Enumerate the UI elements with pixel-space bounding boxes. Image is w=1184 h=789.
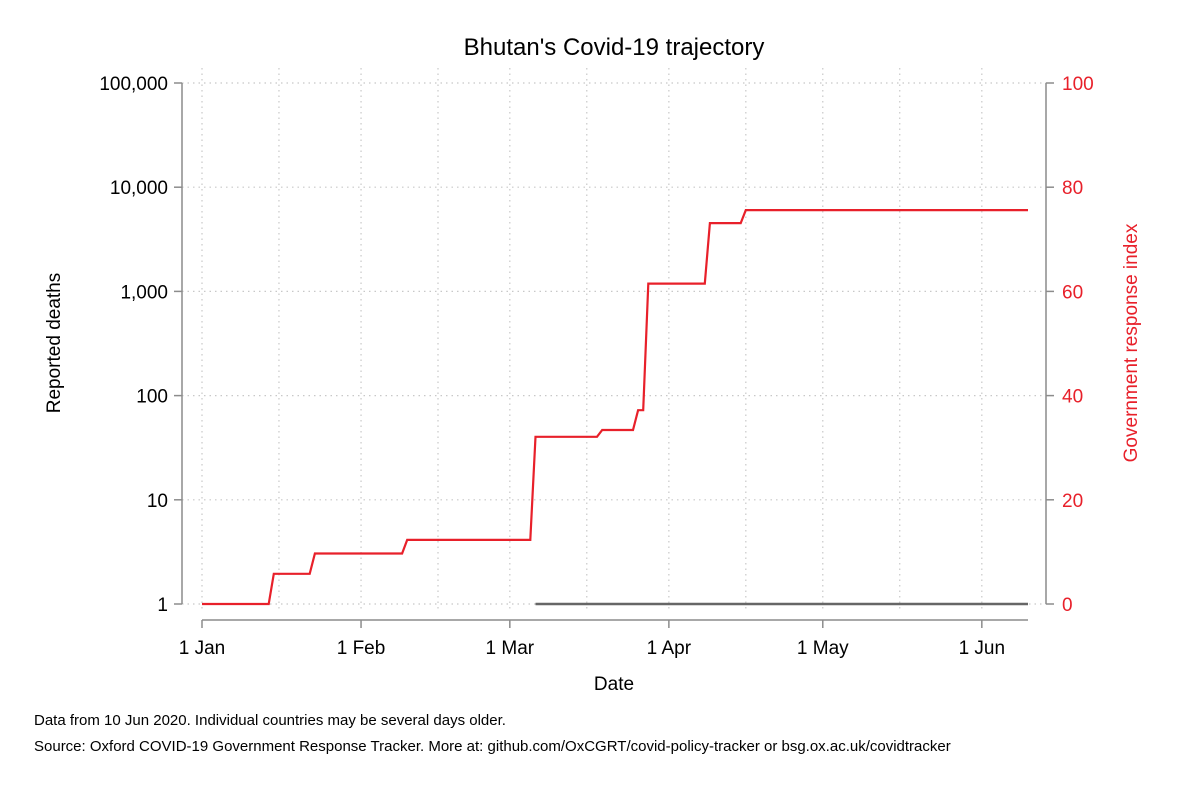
y-left-tick-label: 10,000 <box>110 178 168 199</box>
x-tick-label: 1 May <box>797 638 849 659</box>
chart-title: Bhutan's Covid-19 trajectory <box>464 34 765 61</box>
y-left-tick-label: 100,000 <box>99 74 168 95</box>
y-axis-right-title: Government response index <box>1121 223 1142 462</box>
y-left-tick-label: 1 <box>157 595 168 616</box>
x-tick-label: 1 Jun <box>959 638 1005 659</box>
grid-layer <box>182 68 1046 610</box>
y-left-tick-label: 10 <box>147 491 168 512</box>
x-tick-label: 1 Jan <box>179 638 225 659</box>
series-layer <box>202 209 1028 606</box>
y-left-tick-label: 1,000 <box>120 282 168 303</box>
axes-layer <box>174 82 1054 628</box>
x-tick-label: 1 Mar <box>486 638 535 659</box>
y-right-tick-label: 80 <box>1062 178 1083 199</box>
y-right-tick-label: 0 <box>1062 595 1073 616</box>
y-right-tick-label: 100 <box>1062 74 1094 95</box>
x-tick-label: 1 Apr <box>647 638 692 659</box>
note-data-date: Data from 10 Jun 2020. Individual countr… <box>34 712 506 729</box>
note-source: Source: Oxford COVID-19 Government Respo… <box>34 738 951 755</box>
y-right-tick-label: 60 <box>1062 282 1083 303</box>
series-government-response-index-line <box>202 209 1028 606</box>
x-tick-label: 1 Feb <box>337 638 386 659</box>
y-left-tick-label: 100 <box>136 387 168 408</box>
y-right-tick-label: 40 <box>1062 387 1083 408</box>
y-right-tick-label: 20 <box>1062 491 1083 512</box>
x-axis-title: Date <box>594 674 634 695</box>
labels-layer: 1 10 100 1,000 10,000 100,000 0 20 40 60 80 100 1 Ja… <box>99 74 1093 659</box>
y-axis-left-title: Reported deaths <box>44 273 65 414</box>
